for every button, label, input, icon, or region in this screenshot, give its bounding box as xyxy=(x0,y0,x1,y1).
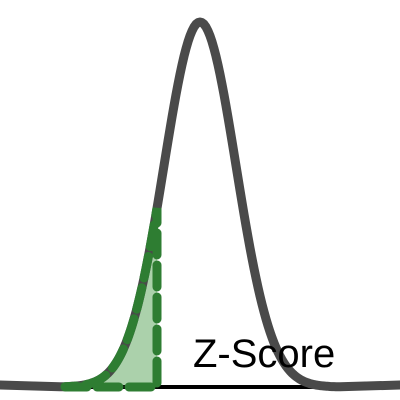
tail-outline xyxy=(60,207,162,392)
z-score-label: Z-Score xyxy=(193,332,335,376)
tail-area xyxy=(65,208,157,387)
